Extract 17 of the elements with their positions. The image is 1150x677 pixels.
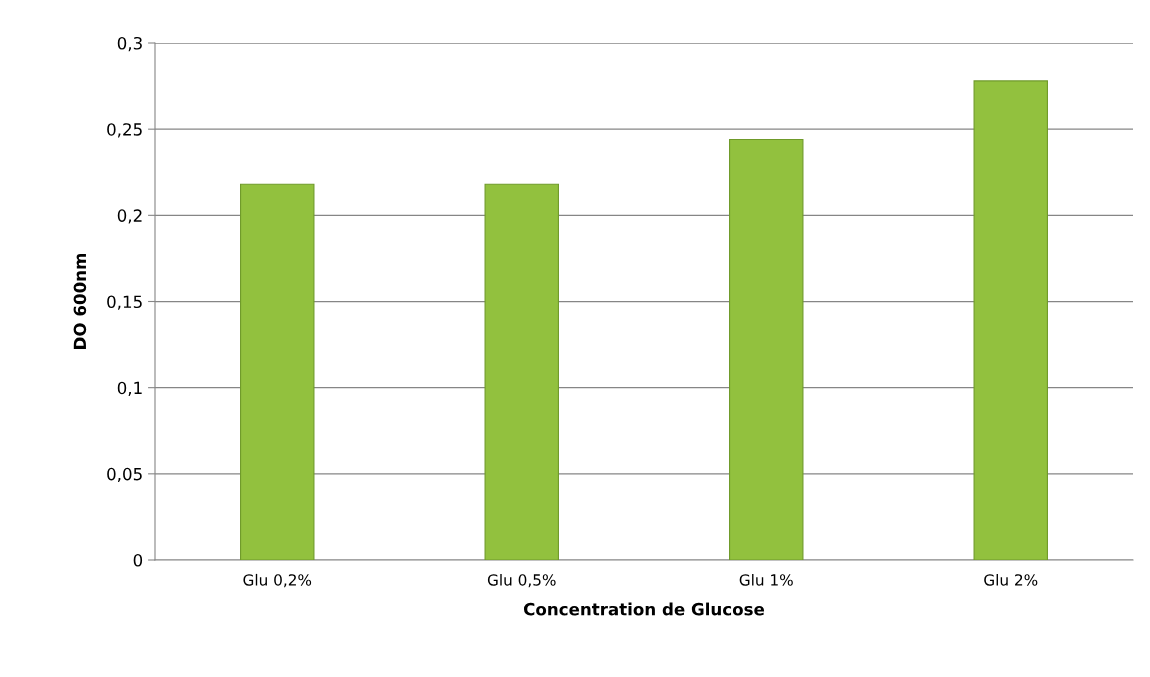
y-axis-title: DO 600nm [73,253,87,349]
y-tick-label: 0 [133,553,143,567]
bar [240,183,315,560]
y-tick-label: 0,3 [117,36,142,52]
y-tick-label: 0,15 [107,295,142,310]
x-axis-title: Concentration de Glucose [523,602,765,616]
x-tick-label: Glu 2% [984,573,1038,586]
bar [729,138,804,560]
x-tick-label: Glu 0,2% [243,573,312,588]
bar [973,80,1048,560]
y-tick-label: 0,2 [117,209,142,224]
y-tick-label: 0,05 [107,467,142,483]
bar [484,183,559,560]
x-tick-label: Glu 1% [739,573,793,586]
x-tick-label: Glu 0,5% [487,573,556,588]
y-tick-label: 0,25 [107,123,142,138]
y-tick-label: 0,1 [117,381,142,396]
